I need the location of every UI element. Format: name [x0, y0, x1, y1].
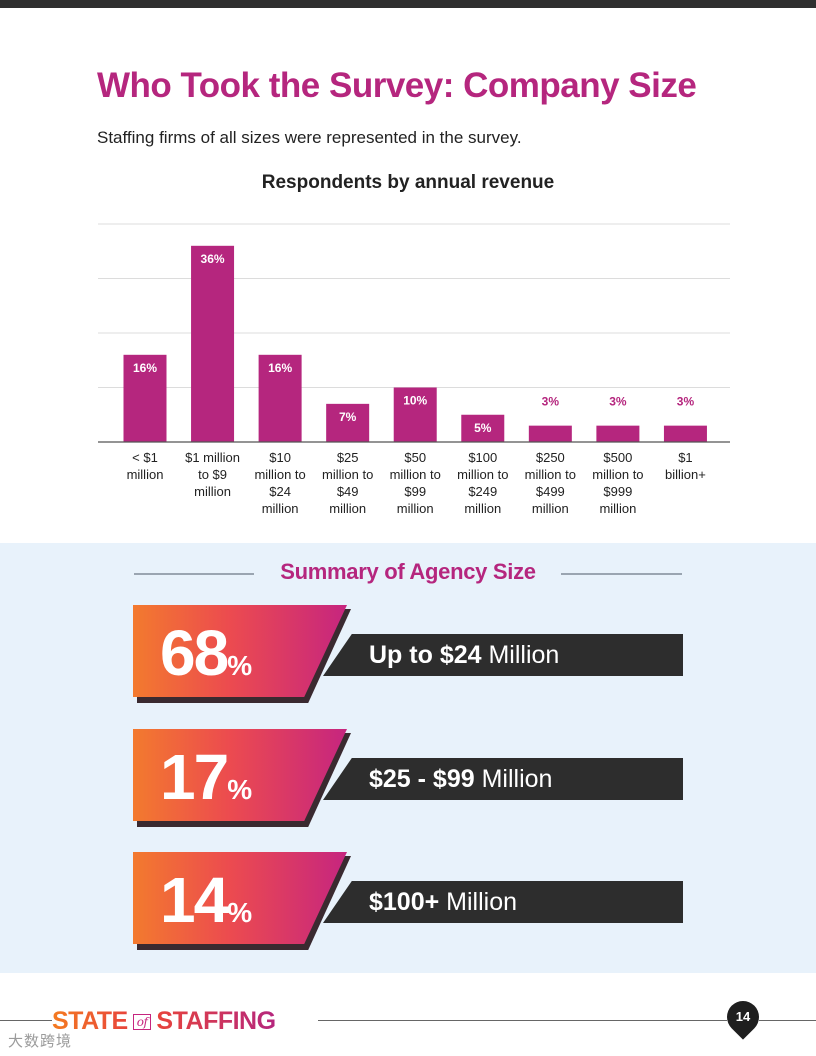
- category-label: $99: [404, 484, 426, 499]
- category-label: million: [262, 501, 299, 516]
- summary-row: 17% $25 - $99 Million: [0, 729, 816, 829]
- data-label: 3%: [542, 395, 560, 409]
- size-label: $100+ Million: [369, 888, 518, 916]
- category-label: million: [329, 501, 366, 516]
- size-label: Up to $24 Million: [369, 641, 560, 669]
- percent-value: 17%: [160, 741, 253, 813]
- data-label: 7%: [339, 410, 357, 424]
- category-label: to $9: [198, 467, 227, 482]
- data-label: 5%: [474, 421, 492, 435]
- bar: [393, 387, 437, 442]
- chart-title: Respondents by annual revenue: [261, 172, 555, 193]
- label-bar: [323, 634, 683, 676]
- bar: [528, 425, 572, 442]
- category-label: $50: [404, 450, 426, 465]
- summary-divider-left: [134, 573, 254, 575]
- category-label: million: [397, 501, 434, 516]
- page-title: Who Took the Survey: Company Size: [97, 66, 697, 105]
- bar: [596, 425, 640, 442]
- footer-line-left: [0, 1020, 52, 1021]
- data-label: 36%: [201, 252, 225, 266]
- category-label: $249: [468, 484, 497, 499]
- category-label: $999: [603, 484, 632, 499]
- label-bar: [323, 758, 683, 800]
- page-number: 14: [735, 1009, 751, 1024]
- top-bar: [0, 0, 816, 8]
- data-label: 3%: [609, 395, 627, 409]
- category-label: $250: [536, 450, 565, 465]
- category-label: million: [464, 501, 501, 516]
- summary-row: 14% $100+ Million: [0, 852, 816, 952]
- bar: [191, 245, 235, 442]
- category-label: million: [532, 501, 569, 516]
- bar: [663, 425, 707, 442]
- data-label: 16%: [133, 361, 157, 375]
- data-label: 10%: [403, 394, 427, 408]
- category-label: $24: [269, 484, 291, 499]
- category-label: $49: [337, 484, 359, 499]
- footer-line-right: [759, 1020, 816, 1021]
- category-label: million: [599, 501, 636, 516]
- category-label: million: [194, 484, 231, 499]
- state-of-staffing-logo: STATE of STAFFING: [52, 1007, 276, 1035]
- category-label: $100: [468, 450, 497, 465]
- footer-line-middle: [318, 1020, 727, 1021]
- category-label: million to: [390, 467, 441, 482]
- category-label: $10: [269, 450, 291, 465]
- page-subtitle: Staffing firms of all sizes were represe…: [97, 128, 522, 147]
- category-label: $500: [603, 450, 632, 465]
- category-label: million to: [254, 467, 305, 482]
- bar: [326, 403, 370, 442]
- summary-divider-right: [561, 573, 682, 575]
- category-label: < $1: [132, 450, 158, 465]
- bar: [461, 414, 505, 442]
- category-label: $1: [678, 450, 692, 465]
- summary-title: Summary of Agency Size: [280, 559, 536, 584]
- percent-value: 14%: [160, 864, 253, 936]
- bar: [123, 354, 167, 442]
- data-label: 16%: [268, 361, 292, 375]
- percent-value: 68%: [160, 617, 253, 689]
- category-label: million: [127, 467, 164, 482]
- watermark: 大数跨境: [8, 1033, 73, 1050]
- category-label: million to: [525, 467, 576, 482]
- category-label: $25: [337, 450, 359, 465]
- category-label: $1 million: [185, 450, 240, 465]
- size-label: $25 - $99 Million: [369, 765, 553, 793]
- category-label: billion+: [665, 467, 706, 482]
- summary-row: 68% Up to $24 Million: [0, 605, 816, 705]
- bar: [258, 354, 302, 442]
- category-label: million to: [322, 467, 373, 482]
- category-label: million to: [592, 467, 643, 482]
- category-label: million to: [457, 467, 508, 482]
- revenue-bar-chart: 16% < $1 million 36% $1 million to $9 million 1…: [98, 223, 730, 516]
- label-bar: [323, 881, 683, 923]
- data-label: 3%: [677, 395, 695, 409]
- category-label: $499: [536, 484, 565, 499]
